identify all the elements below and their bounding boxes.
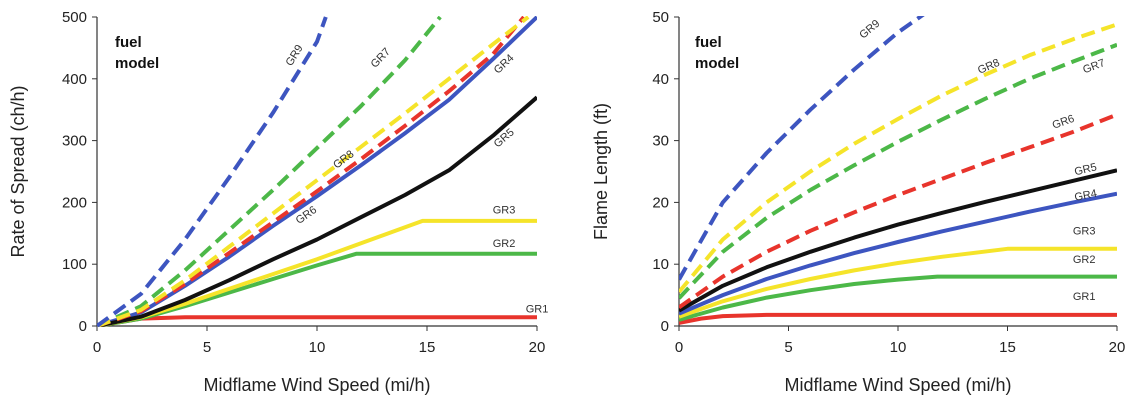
x-tick-label: 0	[93, 339, 101, 356]
y-tick-label: 10	[652, 256, 669, 273]
series-line-gr5	[97, 95, 537, 327]
y-tick-label: 500	[62, 9, 87, 26]
x-tick-label: 0	[675, 339, 683, 356]
series-label-gr7: GR7	[369, 46, 393, 71]
series-label-gr5: GR5	[492, 126, 517, 150]
y-tick-label: 40	[652, 71, 669, 88]
series-group	[97, 16, 537, 327]
fuel-model-annotation: model	[115, 55, 159, 72]
y-tick-label: 100	[62, 256, 87, 273]
fuel-model-annotation: model	[695, 55, 739, 72]
series-line-gr7	[679, 42, 1117, 300]
series-line-gr6	[679, 112, 1117, 310]
series-label-gr9: GR9	[284, 43, 306, 69]
x-tick-label: 15	[999, 339, 1016, 356]
y-tick-label: 0	[661, 318, 669, 335]
series-label-gr1: GR1	[526, 303, 549, 315]
flame-length-chart: 0 10 20 30 40 50 0 5 10 15 20 Midflame Wind Speed (…	[591, 9, 1125, 395]
series-label-gr1: GR1	[1073, 291, 1096, 303]
y-axis-title: Rate of Spread (ch/h)	[8, 85, 28, 257]
y-tick-label: 0	[79, 318, 87, 335]
fuel-model-annotation: fuel	[695, 34, 722, 51]
y-axis-title: Flame Length (ft)	[591, 103, 611, 240]
y-tick-label: 50	[652, 9, 669, 26]
series-label-gr3: GR3	[493, 205, 516, 217]
series-line-gr4	[97, 16, 537, 327]
x-tick-label: 20	[1109, 339, 1126, 356]
series-label-gr5: GR5	[1073, 161, 1098, 178]
x-tick-label: 10	[309, 339, 326, 356]
y-tick-label: 400	[62, 71, 87, 88]
series-line-gr7	[97, 16, 442, 327]
series-line-gr1	[679, 312, 1117, 325]
series-label-gr2: GR2	[493, 238, 516, 250]
y-tick-label: 20	[652, 194, 669, 211]
series-line-gr3	[679, 246, 1117, 319]
series-label-gr7: GR7	[1081, 57, 1106, 76]
series-label-gr2: GR2	[1073, 254, 1096, 266]
series-line-gr2	[679, 274, 1117, 322]
y-tick-label: 300	[62, 133, 87, 150]
y-tick-label: 30	[652, 133, 669, 150]
series-label-gr8: GR8	[331, 148, 356, 171]
y-tick-label: 200	[62, 194, 87, 211]
series-line-gr8	[97, 16, 530, 327]
series-label-gr6: GR6	[1051, 113, 1076, 132]
series-label-gr4: GR4	[1073, 188, 1098, 204]
x-tick-label: 20	[529, 339, 546, 356]
series-line-gr9	[97, 16, 328, 327]
series-line-gr4	[679, 191, 1117, 316]
series-line-gr6	[97, 16, 526, 327]
x-axis-title: Midflame Wind Speed (mi/h)	[203, 375, 430, 395]
series-group	[679, 16, 1117, 325]
fuel-model-annotation: fuel	[115, 34, 142, 51]
x-tick-label: 10	[890, 339, 907, 356]
series-label-gr9: GR9	[857, 18, 882, 42]
series-label-gr3: GR3	[1073, 226, 1096, 238]
x-tick-label: 15	[419, 339, 436, 356]
series-line-gr9	[679, 16, 925, 281]
x-tick-label: 5	[784, 339, 792, 356]
x-tick-label: 5	[203, 339, 211, 356]
x-axis-title: Midflame Wind Speed (mi/h)	[784, 375, 1011, 395]
rate-of-spread-chart: 0 100 200 300 400 500 0 5 10 15 20 Midflame Wind Sp…	[8, 9, 548, 395]
series-line-gr8	[679, 22, 1117, 294]
series-line-gr1	[97, 315, 537, 327]
series-line-gr5	[679, 168, 1117, 313]
